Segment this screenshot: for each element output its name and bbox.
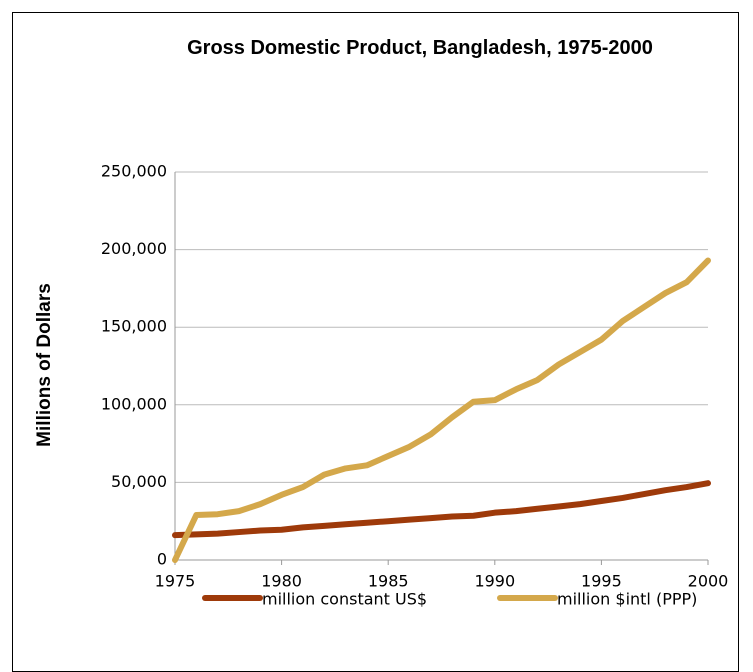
y-tick-label: 250,000 — [101, 162, 167, 181]
y-axis-label: Millions of Dollars — [34, 283, 55, 447]
x-tick-label: 1985 — [368, 572, 409, 591]
y-tick-label: 0 — [157, 550, 167, 569]
x-tick-label: 1995 — [581, 572, 622, 591]
legend-label: million constant US$ — [262, 590, 427, 609]
chart: Millions of Dollars 0 50,000 100,000 150,00… — [34, 162, 729, 609]
y-tick-label: 100,000 — [101, 394, 167, 413]
chart-title: Gross Domestic Product, Bangladesh, 1975… — [187, 37, 653, 59]
y-tick-label: 50,000 — [111, 472, 167, 491]
y-tick-label: 150,000 — [101, 317, 167, 336]
x-tick-label: 1990 — [474, 572, 515, 591]
legend-label: million $intl (PPP) — [557, 590, 697, 609]
series-line — [172, 480, 711, 539]
x-tick-label: 1980 — [261, 572, 302, 591]
y-tick-label: 200,000 — [101, 239, 167, 258]
x-tick-label: 1975 — [155, 572, 196, 591]
series-line — [172, 257, 711, 563]
x-tick-label: 2000 — [688, 572, 729, 591]
